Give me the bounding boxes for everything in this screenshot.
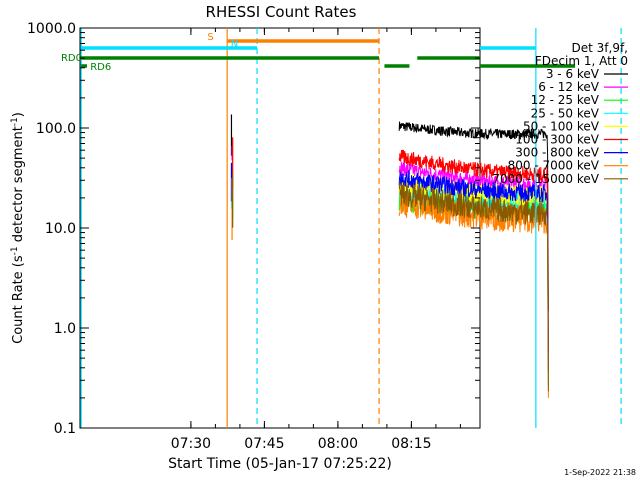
plot-frame	[79, 27, 481, 429]
x-tick-label-1: 07:45	[244, 436, 284, 452]
x-tick-label-0: 07:30	[171, 436, 211, 452]
legend-label-0: 3 - 6 keV	[546, 67, 600, 81]
y-axis-label: Count Rate (s-1 detector segment-1)	[10, 112, 26, 344]
y-tick-label-2: 10.0	[45, 221, 76, 237]
legend-label-5: 100 - 300 keV	[515, 133, 599, 147]
legend-label-7: 800 - 7000 keV	[508, 159, 600, 173]
flag-label-n: N	[231, 39, 238, 50]
x-tick-label-2: 08:00	[318, 436, 358, 452]
legend-label-8: 7000 - 15000 keV	[492, 172, 599, 186]
chart-title: RHESSI Count Rates	[206, 3, 357, 21]
series-line-5	[398, 149, 549, 353]
x-tick-label-3: 08:15	[391, 436, 431, 452]
y-tick-label-0: 0.1	[54, 421, 76, 437]
tick-layer: 07:30 07:45 08:00 08:15 0.1 1.0 10.0 100.0 1000.…	[27, 21, 480, 452]
series-line-8	[398, 182, 549, 392]
flag-label-s: S	[207, 32, 213, 43]
series-line-6	[398, 170, 549, 372]
y-tick-label-3: 100.0	[36, 121, 76, 137]
series-line-7	[398, 191, 549, 398]
legend-label-2: 12 - 25 keV	[531, 93, 600, 107]
legend-label-4: 50 - 100 keV	[523, 119, 600, 133]
flag-layer: S N RD0 RD6	[61, 32, 576, 73]
legend-label-3: 25 - 50 keV	[531, 106, 600, 120]
legend-header-1: Det 3f,9f,	[572, 41, 629, 55]
flag-label-rd0: RD0	[61, 53, 82, 64]
legend-header-2: FDecim 1, Att 0	[535, 54, 628, 68]
y-tick-label-4: 1000.0	[27, 21, 76, 37]
series-line-0	[398, 121, 549, 312]
series-layer	[230, 114, 549, 398]
flag-label-rd6: RD6	[90, 62, 111, 73]
timestamp: 1-Sep-2022 21:38	[564, 468, 636, 477]
legend-label-6: 300 - 800 keV	[515, 146, 599, 160]
legend-label-1: 6 - 12 keV	[538, 80, 600, 94]
y-tick-label-1: 1.0	[54, 321, 76, 337]
x-axis-label: Start Time (05-Jan-17 07:25:22)	[168, 456, 392, 472]
